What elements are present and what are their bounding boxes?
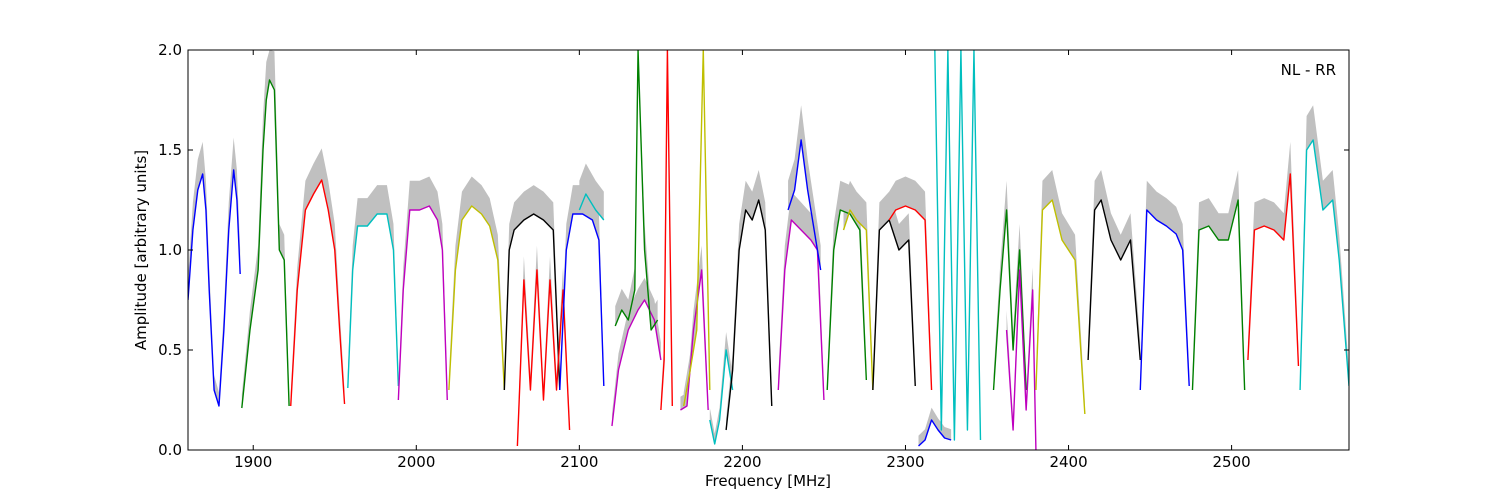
series-line xyxy=(1247,173,1300,367)
series-line xyxy=(888,205,933,391)
series-line xyxy=(660,50,673,411)
series-line xyxy=(559,213,605,391)
series-line xyxy=(680,269,709,411)
background-band xyxy=(1035,170,1085,414)
series-line xyxy=(725,199,773,431)
series-line xyxy=(448,205,506,391)
background-band xyxy=(889,176,932,390)
x-tick-label: 2500 xyxy=(1213,453,1251,471)
series-line xyxy=(934,50,982,441)
y-tick-label: 1.5 xyxy=(158,141,182,159)
background-band xyxy=(290,148,345,406)
panel-annotation: NL - RR xyxy=(1281,61,1336,79)
series-line xyxy=(397,205,448,401)
x-tick-label: 2000 xyxy=(397,453,435,471)
series-line xyxy=(1035,199,1086,415)
y-tick-label: 2.0 xyxy=(158,41,182,59)
y-axis: 0.0 0.5 1.0 1.5 2.0 xyxy=(158,41,1349,459)
y-axis-label: Amplitude [arbitrary units] xyxy=(132,150,150,350)
background-band xyxy=(611,278,661,426)
series-line xyxy=(992,209,1027,391)
background-band xyxy=(1140,180,1190,390)
series-line xyxy=(683,50,711,407)
series-line xyxy=(1005,269,1037,450)
series-line xyxy=(188,169,241,407)
series-line xyxy=(842,209,874,391)
series-line xyxy=(872,219,916,391)
series-line xyxy=(1139,209,1190,391)
series-line xyxy=(1191,199,1246,391)
series-line xyxy=(241,79,290,409)
background-band xyxy=(579,163,604,220)
series-line xyxy=(347,213,400,389)
series-layer xyxy=(188,50,1349,450)
series-line xyxy=(1087,199,1141,361)
x-tick-label: 2400 xyxy=(1049,453,1087,471)
x-tick-label: 2300 xyxy=(886,453,924,471)
series-line xyxy=(290,179,346,407)
background-band xyxy=(788,105,821,270)
background-band xyxy=(188,137,241,406)
series-line xyxy=(614,50,659,331)
series-line xyxy=(611,299,662,427)
y-tick-label: 0.5 xyxy=(158,341,182,359)
x-tick-label: 2100 xyxy=(560,453,598,471)
background-band xyxy=(241,50,290,408)
background-band xyxy=(843,180,873,390)
background-band xyxy=(1300,105,1349,390)
y-tick-label: 0.0 xyxy=(158,441,182,459)
series-line xyxy=(826,209,868,391)
background-band xyxy=(1247,141,1299,366)
x-tick-label: 1900 xyxy=(234,453,272,471)
series-line xyxy=(709,349,734,445)
x-axis-label: Frequency [MHz] xyxy=(705,472,831,490)
series-line xyxy=(516,269,571,447)
plot-area xyxy=(188,50,1349,450)
series-line xyxy=(918,419,952,447)
x-tick-label: 2200 xyxy=(723,453,761,471)
series-line xyxy=(1299,139,1349,391)
series-line xyxy=(578,193,605,221)
series-line xyxy=(503,213,561,391)
background-band xyxy=(872,191,916,390)
series-line xyxy=(787,139,822,271)
background-band xyxy=(615,50,658,330)
x-axis: 1900 2000 2100 2200 2300 2400 2500 xyxy=(234,50,1251,471)
y-tick-label: 1.0 xyxy=(158,241,182,259)
